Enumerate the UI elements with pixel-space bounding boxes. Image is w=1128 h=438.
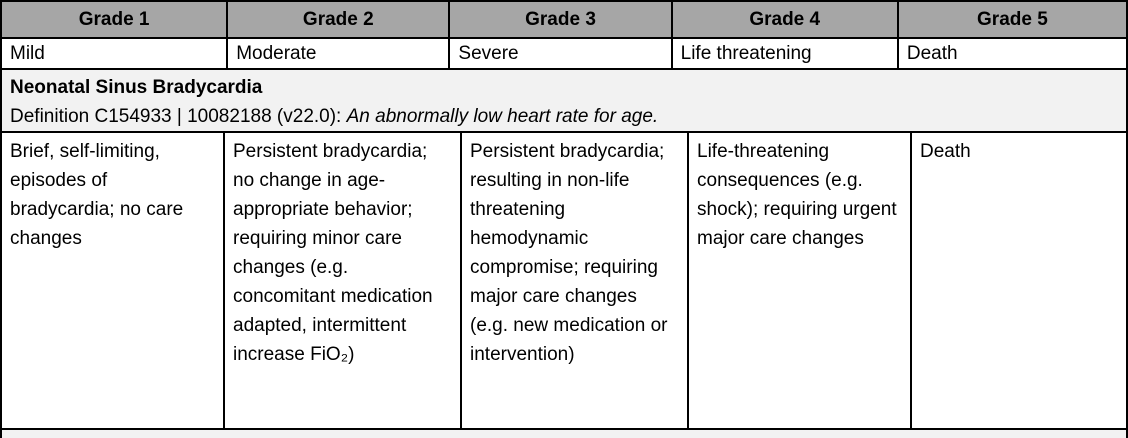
grade-5-header: Grade 5 <box>898 2 1126 37</box>
severity-death: Death <box>898 39 1126 68</box>
grade-3-header: Grade 3 <box>450 2 673 37</box>
term-band: Neonatal Sinus Bradycardia Definition C1… <box>2 70 1126 133</box>
definition-label: Definition C154933 | 10082188 (v22.0): <box>10 106 347 127</box>
definition-text: An abnormally low heart rate for age. <box>346 106 659 127</box>
severity-moderate: Moderate <box>228 39 451 68</box>
severity-row: Mild Moderate Severe Life threatening De… <box>2 39 1126 70</box>
grade-header-row: Grade 1 Grade 2 Grade 3 Grade 4 Grade 5 <box>2 2 1126 39</box>
grade-5-description: Death <box>912 133 1126 428</box>
grade-1-header: Grade 1 <box>2 2 229 37</box>
grade-3-description: Persistent bradycardia; resulting in non… <box>462 133 689 428</box>
severity-mild: Mild <box>2 39 229 68</box>
severity-severe: Severe <box>450 39 673 68</box>
grade-4-description: Life-threatening consequences (e.g. shoc… <box>689 133 912 428</box>
grade-2-header: Grade 2 <box>228 2 451 37</box>
term-definition: Definition C154933 | 10082188 (v22.0): A… <box>10 102 1118 131</box>
grade-1-description: Brief, self-limiting, episodes of bradyc… <box>2 133 225 428</box>
term-name: Neonatal Sinus Bradycardia <box>10 77 263 98</box>
grade-description-row: Brief, self-limiting, episodes of bradyc… <box>2 133 1126 430</box>
grade-2-description: Persistent bradycardia; no change in age… <box>225 133 462 428</box>
grade-4-header: Grade 4 <box>672 2 899 37</box>
severity-life-threatening: Life threatening <box>672 39 899 68</box>
next-section-row-sliver <box>2 430 1126 438</box>
